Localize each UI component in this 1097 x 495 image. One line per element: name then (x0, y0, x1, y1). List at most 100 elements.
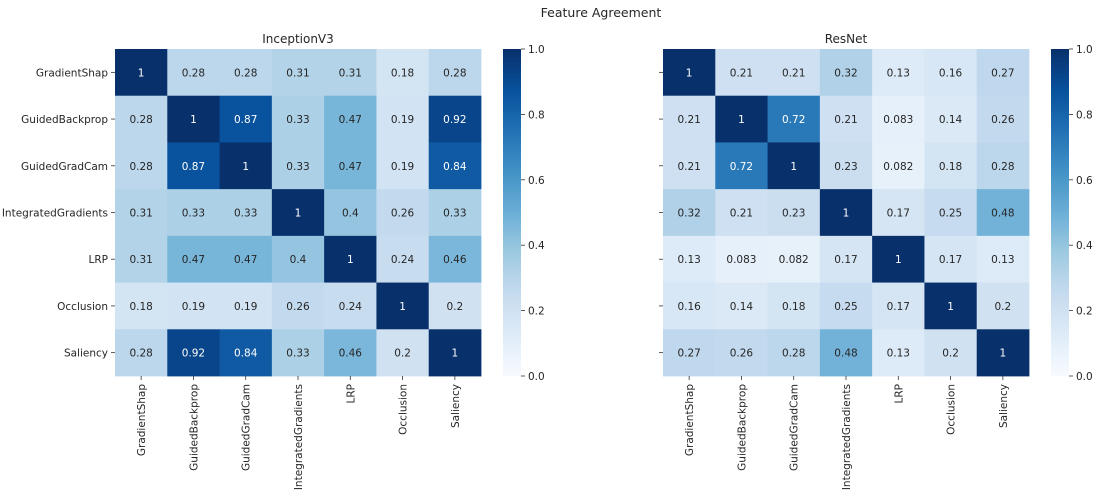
heatmap-cell (219, 282, 273, 330)
cell-value-label: 0.47 (182, 254, 205, 266)
colorbar-tick-label: 0.8 (528, 109, 545, 121)
colorbar-tick-label: 0.0 (528, 371, 545, 383)
cell-value-label: 1 (399, 301, 406, 313)
cell-value-label: 0.28 (234, 67, 257, 79)
heatmap-cell (115, 189, 168, 237)
heatmap-cell (115, 235, 168, 283)
heatmap-cell (663, 95, 716, 143)
heatmap-cell (271, 282, 325, 330)
cell-value-label: 0.14 (730, 301, 754, 313)
cell-value-label: 0.28 (129, 114, 152, 126)
heatmap-cell (167, 142, 220, 190)
heatmap-cell (872, 189, 925, 237)
heatmap-cell (924, 49, 978, 97)
cell-value-label: 0.17 (887, 208, 910, 220)
heatmap-cell (376, 189, 430, 237)
cell-value-label: 0.13 (887, 67, 910, 79)
heatmap-cell (376, 282, 430, 330)
cell-value-label: 0.21 (730, 67, 753, 79)
heatmap-cell (324, 329, 377, 377)
y-tick-label: GradientShap (36, 67, 108, 79)
cell-value-label: 0.21 (677, 161, 700, 173)
heatmap-cell (715, 95, 768, 143)
heatmap-cell (819, 329, 873, 377)
heatmap-cell (219, 142, 273, 190)
heatmap-cell (819, 142, 873, 190)
heatmap-cell (715, 329, 768, 377)
colorbar-tick-label: 1.0 (528, 44, 545, 56)
heatmap-cell (271, 95, 325, 143)
cell-value-label: 1 (686, 67, 693, 79)
colorbar-tick-label: 0.2 (1076, 306, 1093, 318)
cell-value-label: 0.25 (939, 208, 962, 220)
heatmap-cell (219, 49, 273, 97)
heatmap-cell (819, 282, 873, 330)
heatmap-panel-1: InceptionV3 1 0.28 0.28 0.31 0.31 0.18 0.28 0.28… (2, 32, 545, 490)
cell-value-label: 0.28 (182, 67, 205, 79)
cell-value-label: 0.18 (939, 161, 962, 173)
x-tick-label: GuidedBackprop (188, 384, 200, 471)
cell-value-label: 0.72 (730, 161, 753, 173)
heatmap-cell (428, 329, 482, 377)
cell-value-label: 0.72 (782, 114, 805, 126)
colorbar-tick-label: 0.6 (1076, 175, 1093, 187)
colorbar (503, 49, 521, 376)
heatmap-cell (376, 95, 430, 143)
heatmap-cell (167, 235, 220, 283)
cell-value-label: 0.87 (182, 161, 205, 173)
cell-value-label: 1 (347, 254, 354, 266)
cell-value-label: 1 (242, 161, 249, 173)
heatmap-cell (324, 189, 377, 237)
colorbar-tick-label: 0.4 (1076, 240, 1093, 252)
cell-value-label: 0.2 (447, 301, 464, 313)
heatmap-cell (976, 329, 1030, 377)
cell-value-label: 0.21 (730, 208, 753, 220)
heatmap-cell (872, 142, 925, 190)
heatmap-cell (271, 142, 325, 190)
cell-value-label: 0.92 (443, 114, 466, 126)
cell-value-label: 0.33 (286, 161, 309, 173)
cell-value-label: 0.31 (339, 67, 362, 79)
heatmap-cell (872, 49, 925, 97)
cell-value-label: 0.46 (443, 254, 467, 266)
heatmap-cell (715, 282, 768, 330)
cell-value-label: 0.27 (991, 67, 1014, 79)
cell-value-label: 0.31 (286, 67, 309, 79)
heatmap-cell (872, 282, 925, 330)
cell-value-label: 0.16 (939, 67, 963, 79)
colorbar-tick-label: 0.8 (1076, 109, 1093, 121)
cell-value-label: 0.33 (182, 208, 205, 220)
x-tick-label: GuidedBackprop (736, 384, 748, 471)
heatmap-cell (428, 49, 482, 97)
cell-value-label: 0.21 (782, 67, 805, 79)
colorbar-tick-label: 0.4 (528, 240, 545, 252)
heatmap-cell (219, 329, 273, 377)
heatmap-cell (167, 95, 220, 143)
cell-value-label: 0.33 (234, 208, 257, 220)
heatmap-cell (428, 189, 482, 237)
heatmap-cell (767, 49, 821, 97)
cell-value-label: 0.13 (677, 254, 700, 266)
cell-value-label: 0.17 (939, 254, 962, 266)
cell-value-label: 0.26 (286, 301, 310, 313)
cell-value-label: 0.26 (730, 348, 754, 360)
cell-value-label: 0.26 (991, 114, 1015, 126)
heatmap-cell (924, 282, 978, 330)
x-tick-label: GuidedGradCam (241, 384, 253, 471)
heatmap-cell (715, 189, 768, 237)
cell-value-label: 0.33 (286, 348, 309, 360)
cell-value-label: 0.19 (391, 114, 414, 126)
cell-value-label: 0.28 (782, 348, 805, 360)
heatmap-cell (428, 235, 482, 283)
heatmap-cell (115, 329, 168, 377)
x-tick-label: Saliency (450, 384, 462, 428)
cell-value-label: 0.24 (391, 254, 415, 266)
heatmap-cell (115, 282, 168, 330)
heatmap-cell (819, 189, 873, 237)
cell-value-label: 0.2 (394, 348, 411, 360)
cell-value-label: 0.26 (391, 208, 415, 220)
heatmap-cell (872, 95, 925, 143)
heatmap-cell (324, 282, 377, 330)
cell-value-label: 0.13 (991, 254, 1014, 266)
